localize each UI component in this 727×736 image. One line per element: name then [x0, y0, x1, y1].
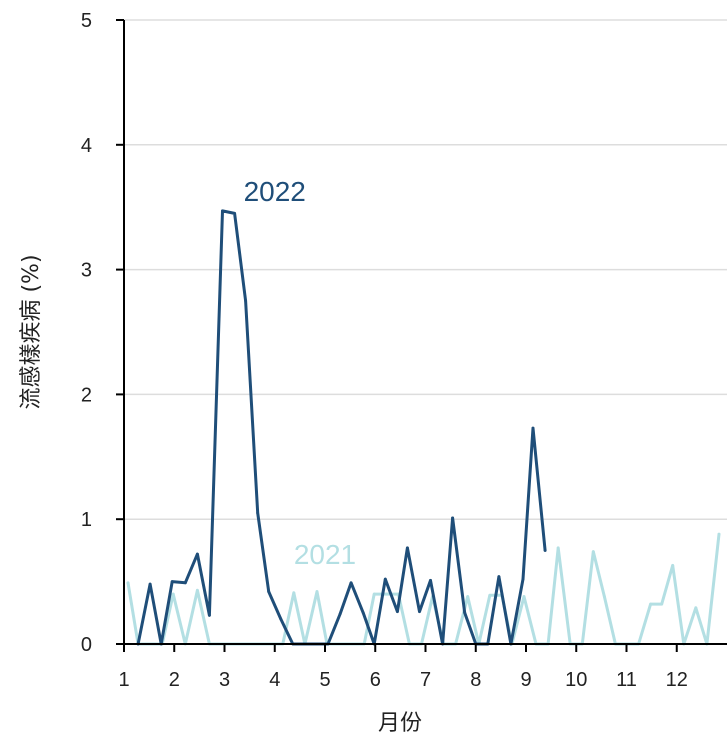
data-point-2022-23: [406, 546, 409, 550]
y-tick-label-3: 3: [81, 260, 92, 282]
data-point-2022-5: [195, 552, 199, 556]
data-point-2022-27: [451, 516, 455, 520]
data-point-2022-1: [148, 582, 152, 586]
data-point-2021-0: [126, 581, 130, 585]
data-point-2021-46: [660, 602, 664, 606]
y-ticks: 0 1 2 3 4 5: [81, 10, 124, 656]
series-label-2021: 2021: [294, 539, 356, 570]
data-series: [126, 209, 721, 646]
x-tick-label-10: 10: [565, 669, 587, 691]
data-point-2021-51: [717, 532, 721, 536]
data-point-2022-21: [383, 577, 387, 581]
data-point-2021-34: [522, 595, 526, 598]
data-point-2021-45: [649, 602, 653, 606]
series-labels: 2022 2021: [244, 176, 357, 570]
y-tick-label-2: 2: [81, 384, 92, 406]
data-point-2022-31: [497, 575, 501, 579]
series-2021: [126, 532, 721, 646]
data-point-2022-11: [267, 590, 271, 593]
data-point-2021-47: [671, 563, 675, 567]
y-axis-label: 流感樣疾病 (%): [19, 254, 44, 409]
data-point-2021-40: [591, 550, 595, 554]
x-tick-label-6: 6: [370, 669, 381, 691]
data-point-2022-9: [244, 299, 248, 303]
data-point-2022-19: [361, 611, 365, 615]
data-point-2022-10: [256, 511, 260, 515]
data-point-2022-25: [429, 578, 432, 582]
y-tick-label-1: 1: [81, 509, 92, 531]
data-point-2021-29: [466, 595, 470, 598]
x-tick-label-4: 4: [269, 669, 280, 691]
series-label-2022: 2022: [244, 176, 306, 207]
data-point-2022-24: [418, 610, 421, 613]
y-tick-label-5: 5: [81, 10, 92, 32]
x-tick-label-5: 5: [319, 669, 330, 691]
x-ticks: 1 2 3 4 5 6 7 8 9 10 11 12: [118, 644, 688, 691]
data-point-2022-17: [338, 612, 342, 616]
x-tick-label-2: 2: [169, 669, 180, 691]
data-point-2021-49: [694, 606, 698, 610]
y-tick-label-0: 0: [81, 634, 92, 656]
series-line-2021: [126, 532, 721, 646]
data-point-2022-35: [543, 549, 547, 552]
data-point-2021-21: [372, 592, 376, 596]
data-point-2022-22: [395, 610, 399, 613]
x-tick-label-9: 9: [520, 669, 531, 691]
x-tick-label-11: 11: [616, 669, 637, 691]
gridlines: [124, 19, 727, 520]
data-point-2021-6: [195, 588, 199, 592]
y-tick-label-4: 4: [81, 135, 92, 157]
data-point-2022-3: [170, 580, 174, 583]
x-tick-label-12: 12: [666, 669, 688, 691]
data-point-2022-6: [208, 613, 211, 617]
data-point-2022-28: [463, 611, 467, 615]
data-point-2022-18: [349, 581, 353, 585]
x-tick-label-8: 8: [470, 669, 481, 691]
data-point-2021-4: [171, 592, 175, 596]
series-line-2022: [136, 209, 547, 646]
axes: [123, 20, 727, 645]
x-tick-label-3: 3: [219, 669, 230, 691]
data-point-2021-37: [556, 546, 560, 550]
data-point-2022-7: [221, 209, 224, 213]
x-tick-label-7: 7: [420, 669, 431, 691]
data-point-2021-22: [384, 592, 388, 596]
data-point-2022-12: [279, 617, 283, 621]
x-tick-label-1: 1: [118, 669, 129, 691]
data-point-2022-8: [233, 212, 236, 215]
data-point-2021-41: [602, 595, 606, 598]
data-point-2022-4: [183, 581, 187, 585]
data-point-2021-31: [488, 593, 492, 597]
data-point-2022-33: [521, 577, 525, 581]
data-point-2021-14: [292, 591, 296, 595]
series-2022: [136, 209, 547, 646]
x-axis-label: 月份: [378, 711, 422, 736]
data-point-2022-34: [531, 426, 535, 430]
data-point-2021-16: [315, 590, 319, 593]
